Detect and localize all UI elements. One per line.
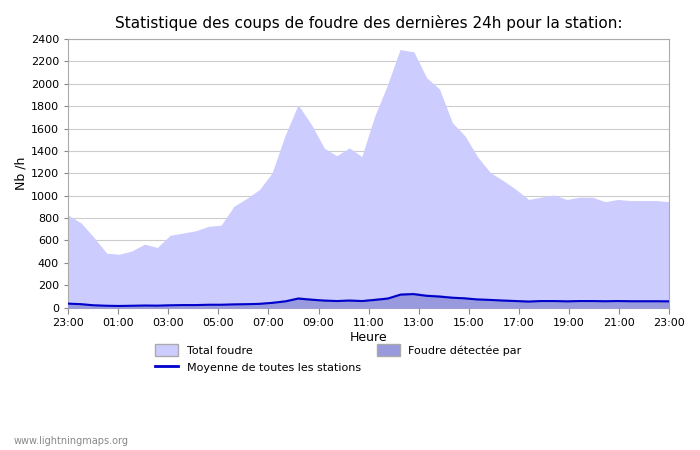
Legend: Total foudre, Moyenne de toutes les stations, Foudre détectée par: Total foudre, Moyenne de toutes les stat… — [151, 340, 526, 377]
Title: Statistique des coups de foudre des dernières 24h pour la station:: Statistique des coups de foudre des dern… — [115, 15, 622, 31]
X-axis label: Heure: Heure — [350, 331, 387, 344]
Y-axis label: Nb /h: Nb /h — [15, 157, 28, 190]
Text: www.lightningmaps.org: www.lightningmaps.org — [14, 436, 129, 446]
